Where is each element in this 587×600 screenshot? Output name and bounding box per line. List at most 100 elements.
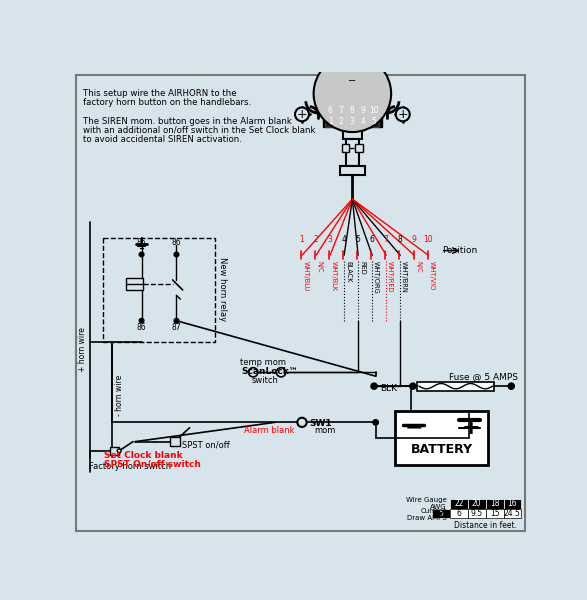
Text: N/C: N/C [415, 262, 421, 273]
Text: 6: 6 [370, 235, 375, 244]
Bar [450, 499, 468, 509]
Bar [170, 437, 180, 446]
Bar [450, 509, 468, 518]
Text: 3: 3 [349, 117, 355, 126]
Text: SW1: SW1 [309, 419, 332, 428]
Text: WHT/BLK: WHT/BLK [331, 262, 337, 292]
Bar [485, 499, 504, 509]
Text: 1: 1 [299, 235, 305, 244]
Text: 10: 10 [423, 235, 433, 244]
Text: 24.5: 24.5 [504, 509, 521, 518]
Text: 4: 4 [342, 235, 346, 244]
Bar [369, 116, 379, 127]
Text: 86: 86 [137, 323, 146, 332]
Circle shape [117, 449, 121, 453]
Bar [358, 106, 368, 116]
Bar [110, 447, 119, 455]
Circle shape [276, 368, 286, 377]
Text: −: − [405, 418, 424, 438]
Text: 18: 18 [490, 499, 500, 508]
Bar [103, 238, 215, 341]
Text: 85: 85 [137, 238, 146, 247]
Text: 7: 7 [384, 235, 389, 244]
Text: 5: 5 [438, 509, 444, 518]
Bar [347, 116, 357, 127]
Circle shape [396, 107, 410, 121]
Text: Alarm blank: Alarm blank [244, 426, 294, 435]
Text: 22: 22 [454, 499, 464, 508]
Text: BATTERY: BATTERY [410, 443, 473, 456]
Text: WHT/ORG: WHT/ORG [373, 262, 379, 294]
Text: WHT/BRN: WHT/BRN [401, 262, 407, 293]
Text: 9: 9 [412, 235, 417, 244]
Text: Distance in feet.: Distance in feet. [454, 521, 517, 530]
Text: SPST On/off switch: SPST On/off switch [104, 460, 201, 469]
Text: 15: 15 [490, 509, 500, 518]
Bar [468, 509, 485, 518]
Text: Wire Gauge
AWG: Wire Gauge AWG [406, 497, 447, 511]
Bar [369, 106, 379, 116]
Bar [485, 509, 504, 518]
Bar [346, 139, 359, 166]
Text: 16: 16 [508, 499, 517, 508]
Text: 4: 4 [360, 117, 365, 126]
Text: - horn wire: - horn wire [115, 375, 124, 416]
Bar [356, 145, 363, 152]
Text: +: + [397, 108, 408, 121]
Bar [343, 127, 362, 139]
Bar [358, 116, 368, 127]
Text: RED: RED [359, 262, 365, 275]
Bar [126, 278, 143, 290]
Bar [468, 499, 485, 509]
Text: WHT/BLU: WHT/BLU [303, 262, 309, 292]
Text: WHT/RED: WHT/RED [387, 262, 393, 293]
Text: SPST on/off: SPST on/off [182, 440, 230, 449]
Circle shape [295, 107, 309, 121]
Circle shape [508, 383, 514, 389]
Text: 9: 9 [360, 106, 365, 115]
Circle shape [298, 418, 306, 427]
Bar [336, 116, 346, 127]
Text: BLK: BLK [380, 384, 397, 393]
Circle shape [248, 368, 258, 377]
Text: with an additional on/off switch in the Set Clock blank: with an additional on/off switch in the … [83, 126, 315, 135]
Bar [417, 382, 494, 391]
Text: Factory horn switch: Factory horn switch [89, 461, 171, 470]
Circle shape [174, 252, 179, 257]
Bar [347, 106, 357, 116]
Text: 9.5: 9.5 [471, 509, 483, 518]
Text: BLACK: BLACK [345, 262, 351, 283]
Text: switch: switch [252, 376, 278, 385]
Circle shape [139, 252, 144, 257]
Text: 5: 5 [356, 235, 360, 244]
Bar [325, 116, 335, 127]
Text: New horn relay: New horn relay [218, 257, 227, 321]
Bar [395, 411, 488, 464]
Bar [323, 104, 382, 127]
Text: Set Clock blank: Set Clock blank [104, 451, 183, 460]
Text: Current
Draw AMPS: Current Draw AMPS [407, 508, 447, 521]
Text: temp mom: temp mom [240, 358, 286, 367]
Bar [325, 106, 335, 116]
Bar [432, 509, 450, 518]
Text: Fuse @ 5 AMPS: Fuse @ 5 AMPS [449, 372, 518, 382]
Text: This setup wire the AIRHORN to the: This setup wire the AIRHORN to the [83, 89, 237, 98]
Text: 1: 1 [328, 117, 333, 126]
Bar [504, 509, 521, 518]
Text: ScanLock™: ScanLock™ [241, 367, 298, 376]
Text: factory horn button on the handlebars.: factory horn button on the handlebars. [83, 98, 251, 107]
Text: N/C: N/C [317, 262, 323, 273]
Text: 3: 3 [328, 235, 332, 244]
Text: 7: 7 [339, 106, 343, 115]
Text: mom: mom [315, 426, 336, 435]
Circle shape [410, 383, 416, 389]
Text: 6: 6 [457, 509, 461, 518]
Text: +: + [296, 108, 308, 121]
Bar [504, 499, 521, 509]
Text: + horn wire: + horn wire [78, 327, 87, 371]
Text: WHT/VIO: WHT/VIO [429, 262, 435, 291]
Circle shape [313, 55, 391, 132]
Bar [342, 145, 349, 152]
Text: 8: 8 [398, 235, 403, 244]
Text: 10: 10 [369, 106, 379, 115]
